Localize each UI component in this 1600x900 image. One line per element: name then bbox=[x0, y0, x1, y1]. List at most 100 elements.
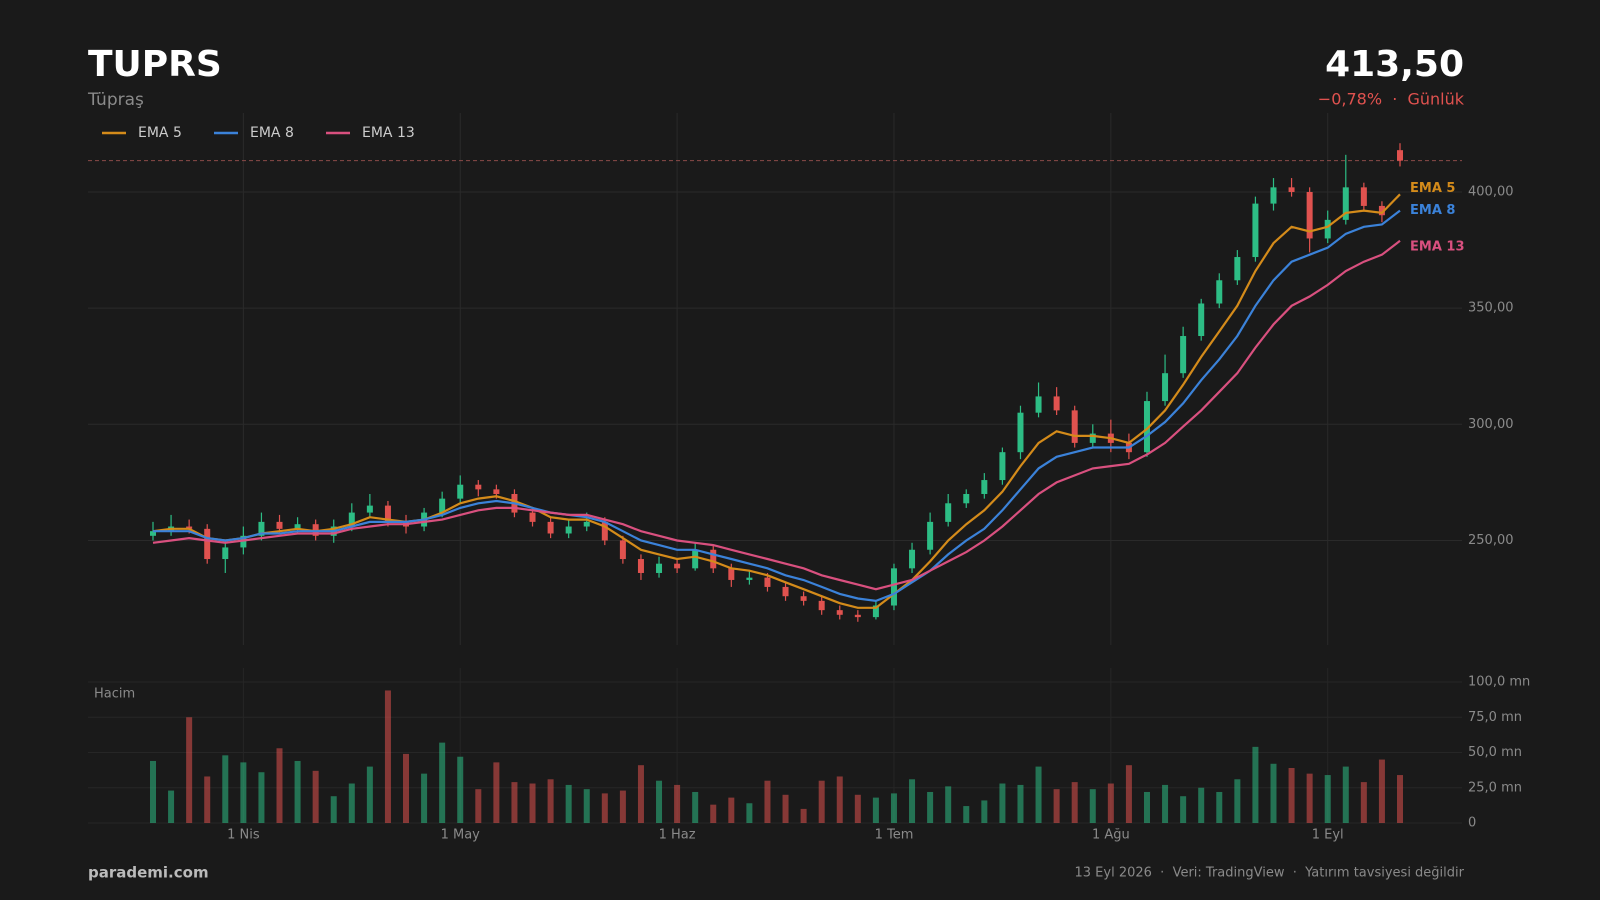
volume-bar bbox=[583, 789, 590, 823]
candle-body bbox=[656, 563, 663, 573]
candle-body bbox=[945, 503, 952, 522]
volume-bar bbox=[1342, 766, 1349, 823]
volume-bar bbox=[493, 762, 500, 823]
candle-body bbox=[1360, 187, 1367, 206]
candle-body bbox=[204, 528, 211, 560]
volume-bar bbox=[1089, 789, 1096, 823]
candle-body bbox=[1035, 396, 1042, 413]
candle-body bbox=[457, 484, 464, 499]
volume-label: Hacim bbox=[94, 687, 135, 702]
volume-bar bbox=[384, 690, 391, 823]
volume-bar bbox=[1360, 782, 1367, 823]
volume-tick-label: 75,0 mn bbox=[1468, 710, 1522, 725]
volume-bar bbox=[186, 717, 193, 823]
candle-body bbox=[728, 568, 735, 580]
candle-body bbox=[800, 596, 807, 601]
volume-bar bbox=[457, 756, 464, 823]
volume-bar bbox=[1378, 759, 1385, 823]
volume-bar bbox=[1017, 784, 1024, 823]
volume-bar bbox=[981, 800, 988, 823]
volume-tick-label: 50,0 mn bbox=[1468, 745, 1522, 760]
candle-body bbox=[818, 600, 825, 611]
y-tick-label: 300,00 bbox=[1468, 417, 1514, 432]
candle-body bbox=[565, 526, 572, 534]
candle-body bbox=[746, 577, 753, 580]
volume-bar bbox=[547, 779, 554, 823]
volume-bar bbox=[872, 797, 879, 823]
candle-body bbox=[890, 568, 897, 606]
volume-bar bbox=[421, 773, 428, 823]
candle-body bbox=[1216, 280, 1223, 304]
volume-bar bbox=[276, 748, 283, 823]
volume-bar bbox=[728, 797, 735, 823]
candle-body bbox=[927, 521, 934, 550]
candle-body bbox=[999, 452, 1006, 481]
price-change: −0,78% · Günlük bbox=[1318, 90, 1465, 109]
volume-bar bbox=[1071, 782, 1078, 823]
candle-body bbox=[637, 559, 644, 573]
ema-end-label: EMA 5 bbox=[1410, 181, 1455, 196]
candle-body bbox=[529, 512, 536, 522]
ema-line bbox=[153, 209, 1401, 603]
candle-body bbox=[674, 563, 681, 569]
volume-bar bbox=[674, 784, 681, 823]
volume-bar bbox=[330, 796, 337, 823]
candle-body bbox=[1378, 205, 1385, 216]
candle-body bbox=[150, 531, 156, 536]
x-tick-label: 1 Haz bbox=[659, 828, 696, 843]
volume-bar bbox=[746, 803, 753, 823]
volume-bar bbox=[927, 791, 934, 823]
volume-tick-label: 100,0 mn bbox=[1468, 675, 1530, 690]
candle-body bbox=[493, 489, 500, 494]
candle-body bbox=[619, 540, 626, 560]
candle-body bbox=[1306, 191, 1313, 239]
volume-bar bbox=[945, 786, 952, 823]
x-tick-label: 1 Tem bbox=[875, 828, 914, 843]
volume-bar bbox=[348, 783, 355, 823]
volume-bar bbox=[475, 789, 482, 823]
candle-body bbox=[1017, 412, 1024, 453]
candle-body bbox=[222, 547, 229, 560]
candle-body bbox=[1270, 187, 1277, 204]
volume-tick-label: 25,0 mn bbox=[1468, 780, 1522, 795]
volume-bar bbox=[1107, 783, 1114, 823]
candle-body bbox=[1252, 203, 1259, 258]
company-name: Tüpraş bbox=[87, 90, 144, 110]
volume-bar bbox=[1162, 784, 1169, 823]
candle-body bbox=[601, 521, 608, 541]
volume-bar bbox=[782, 794, 789, 823]
volume-bar bbox=[800, 808, 807, 823]
volume-bar bbox=[637, 765, 644, 823]
volume-bar bbox=[1198, 787, 1205, 823]
legend-label: EMA 8 bbox=[250, 125, 294, 141]
y-tick-label: 350,00 bbox=[1468, 301, 1514, 316]
volume-bar bbox=[1397, 775, 1403, 823]
volume-bar bbox=[204, 776, 211, 823]
volume-bar bbox=[619, 790, 626, 823]
volume-bar bbox=[1035, 766, 1042, 823]
volume-bar bbox=[366, 766, 373, 823]
volume-bar bbox=[312, 770, 319, 823]
candle-body bbox=[1089, 433, 1096, 443]
volume-bar bbox=[294, 760, 301, 823]
brand: parademi.com bbox=[88, 864, 209, 882]
candle-body bbox=[583, 521, 590, 527]
candle-body bbox=[366, 505, 373, 513]
volume-bar bbox=[222, 755, 229, 823]
candle-body bbox=[439, 498, 446, 513]
x-tick-label: 1 Ağu bbox=[1092, 828, 1130, 843]
volume-bar bbox=[439, 742, 446, 823]
volume-tick-label: 0 bbox=[1468, 816, 1476, 831]
candle-body bbox=[384, 505, 391, 522]
candle-body bbox=[1234, 257, 1241, 281]
candle-body bbox=[872, 605, 879, 618]
volume-bar bbox=[511, 782, 518, 823]
volume-bar bbox=[710, 804, 717, 823]
last-price: 413,50 bbox=[1325, 44, 1464, 85]
candle-body bbox=[294, 524, 301, 529]
volume-bar bbox=[168, 790, 175, 823]
volume-bar bbox=[836, 776, 843, 823]
volume-bar bbox=[403, 753, 410, 823]
candle-body bbox=[258, 521, 265, 536]
